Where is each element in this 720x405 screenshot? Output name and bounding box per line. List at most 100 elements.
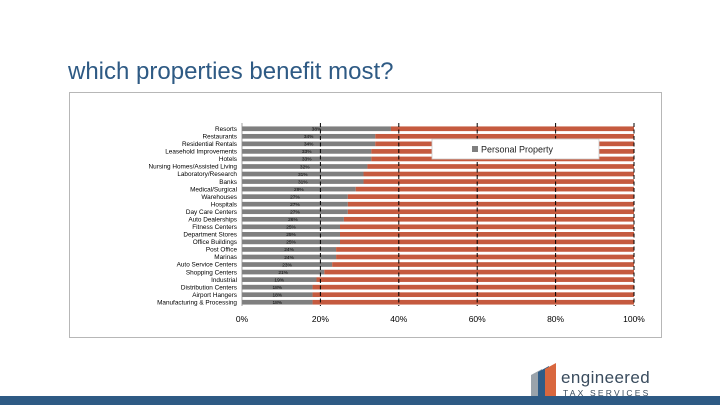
bar-remainder: [340, 232, 634, 237]
bar-remainder: [343, 216, 634, 222]
bar-personal-property: [242, 284, 313, 290]
bar-remainder: [363, 171, 634, 177]
logo-name: engineered: [561, 368, 651, 387]
category-label: Auto Dealerships: [188, 216, 237, 223]
bar-personal-property: [242, 216, 344, 222]
bar-remainder: [312, 284, 634, 290]
bar-personal-property: [242, 292, 313, 298]
bar-remainder: [375, 133, 634, 139]
bar-remainder: [347, 194, 634, 199]
bar-personal-property: [242, 164, 368, 169]
bar-remainder: [336, 254, 634, 260]
x-tick-label: 40%: [390, 314, 407, 324]
footer-bar: [0, 396, 720, 405]
data-label: 34%: [304, 134, 314, 140]
category-label: Fitness Centers: [192, 224, 237, 231]
bar-remainder: [355, 186, 634, 192]
data-label: 24%: [284, 255, 294, 261]
category-label: Warehouses: [201, 194, 237, 201]
data-label: 18%: [272, 292, 282, 298]
data-label: 29%: [294, 187, 304, 193]
x-tick-label: 80%: [547, 314, 564, 324]
bar-personal-property: [242, 201, 348, 207]
bar-remainder: [340, 224, 634, 230]
bar-personal-property: [242, 299, 313, 305]
legend-box: [431, 138, 600, 160]
category-label: Residential Rentals: [182, 141, 237, 148]
bar-personal-property: [242, 171, 364, 177]
bar-personal-property: [242, 149, 372, 154]
category-label: Hotels: [219, 156, 237, 163]
data-label: 27%: [290, 194, 300, 200]
data-label: 18%: [272, 300, 282, 306]
category-label: Manufacturing & Processing: [157, 299, 237, 306]
bar-personal-property: [242, 209, 348, 215]
category-label: Airport Hangers: [192, 292, 237, 299]
bar-personal-property: [242, 262, 333, 267]
legend-swatch: [472, 146, 478, 152]
bar-personal-property: [242, 239, 340, 245]
data-label: 27%: [290, 210, 300, 216]
bar-remainder: [367, 164, 634, 169]
bar-remainder: [340, 239, 634, 245]
data-label: 21%: [278, 270, 288, 276]
bar-remainder: [312, 292, 634, 298]
chart-frame: Resorts 38% Restaurants 34% Residential Rent…: [69, 92, 662, 338]
bar-personal-property: [242, 269, 325, 275]
category-label: Hospitals: [211, 201, 237, 208]
category-label: Post Office: [206, 247, 238, 254]
bar-remainder: [332, 262, 634, 267]
bar-personal-property: [242, 141, 376, 147]
data-label: 31%: [298, 179, 308, 185]
data-label: 26%: [288, 217, 298, 223]
bar-personal-property: [242, 232, 340, 237]
data-label: 27%: [290, 202, 300, 208]
category-label: Shopping Centers: [186, 269, 237, 276]
category-label: Day Care Centers: [186, 209, 237, 216]
bar-personal-property: [242, 247, 337, 252]
bar-personal-property: [242, 254, 337, 260]
data-label: 25%: [286, 232, 296, 238]
personal-property-chart: Resorts 38% Restaurants 34% Residential Rent…: [149, 123, 645, 324]
bar-personal-property: [242, 133, 376, 139]
category-label: Auto Service Centers: [177, 262, 237, 269]
category-label: Industrial: [211, 277, 237, 284]
bar-personal-property: [242, 186, 356, 192]
bar-remainder: [347, 209, 634, 215]
logo-subtitle: TAX SERVICES: [563, 388, 651, 398]
category-label: Marinas: [214, 254, 237, 261]
logo-mark-icon: [531, 363, 556, 396]
bar-personal-property: [242, 156, 372, 162]
x-tick-label: 100%: [623, 314, 645, 324]
bar-personal-property: [242, 194, 348, 199]
data-label: 23%: [282, 262, 292, 268]
category-label: Resorts: [215, 126, 237, 133]
bar-remainder: [347, 201, 634, 207]
data-label: 34%: [304, 142, 314, 148]
bar-remainder: [316, 277, 634, 282]
category-label: Office Buildings: [193, 239, 237, 246]
data-label: 38%: [312, 127, 322, 133]
data-label: 32%: [300, 164, 310, 170]
category-label: Nursing Homes/Assisted Living: [149, 164, 238, 171]
data-label: 31%: [298, 172, 308, 178]
bar-remainder: [336, 247, 634, 252]
x-tick-label: 20%: [312, 314, 329, 324]
data-label: 19%: [274, 277, 284, 283]
bar-remainder: [363, 179, 634, 184]
bar-remainder: [390, 126, 634, 132]
data-label: 18%: [272, 285, 282, 291]
category-label: Laboratory/Research: [177, 171, 237, 178]
category-label: Leasehold Improvements: [165, 149, 237, 156]
legend-label: Personal Property: [481, 145, 554, 155]
category-label: Restaurants: [203, 134, 237, 141]
x-tick-label: 0%: [236, 314, 249, 324]
data-label: 24%: [284, 247, 294, 253]
bar-remainder: [312, 299, 634, 305]
category-label: Medical/Surgical: [190, 186, 237, 193]
data-label: 33%: [302, 149, 312, 155]
slide-title: which properties benefit most?: [68, 58, 394, 85]
data-label: 33%: [302, 157, 312, 163]
category-label: Banks: [219, 179, 237, 186]
bar-personal-property: [242, 277, 317, 282]
